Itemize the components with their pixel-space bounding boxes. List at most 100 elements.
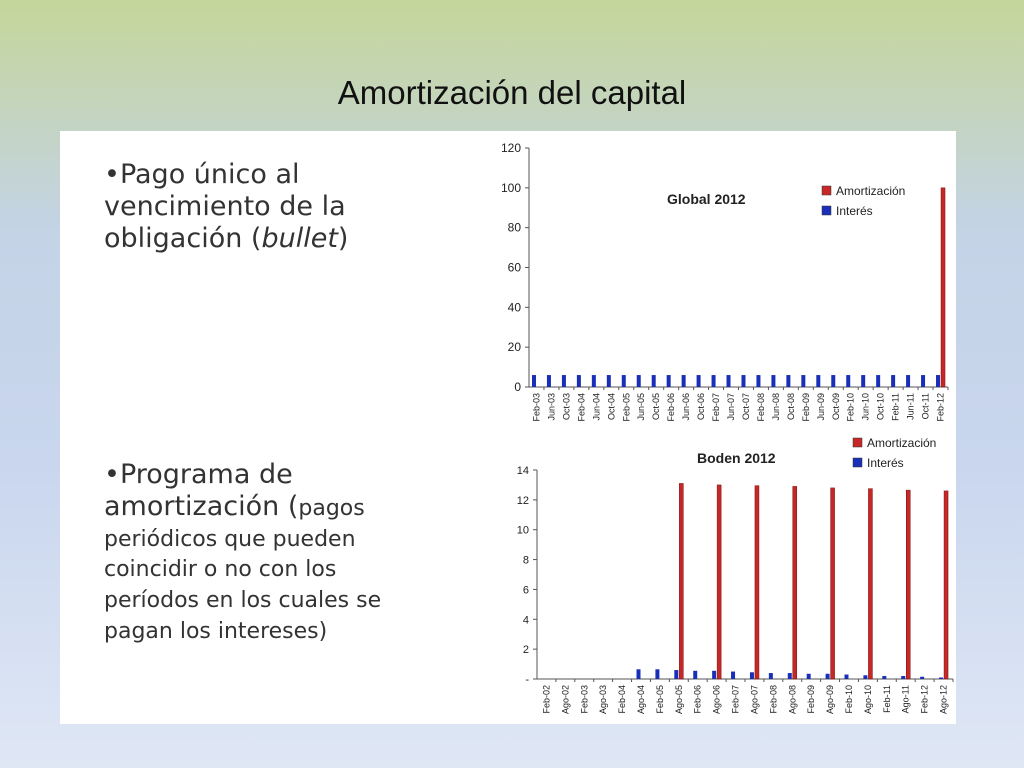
x-tick-label: Oct-07	[741, 393, 751, 420]
x-tick-label: Oct-11	[921, 393, 931, 419]
x-tick-label: Feb-09	[806, 685, 816, 714]
legend-swatch	[821, 185, 832, 196]
bar-interes	[531, 375, 536, 387]
bullet-line: pagan los intereses)	[104, 619, 328, 645]
x-tick-label: Feb-11	[891, 393, 901, 421]
bar-interes	[846, 375, 851, 387]
x-tick-label: Feb-07	[711, 393, 721, 422]
bar-interes	[771, 375, 776, 387]
x-tick-label: Ago-05	[674, 685, 684, 714]
bar-amortizacion	[716, 484, 722, 680]
x-tick-label: Oct-09	[831, 393, 841, 420]
x-tick-label: Feb-05	[621, 393, 631, 422]
bar-interes	[831, 375, 836, 387]
bar-interes	[939, 677, 944, 679]
bar-interes	[576, 375, 581, 387]
bullet-line: Programa de	[119, 459, 293, 490]
y-tick-label: 6	[523, 584, 529, 596]
x-tick-label: Ago-11	[901, 685, 911, 713]
x-tick-label: Ago-10	[863, 685, 873, 714]
bullet-line: pagos	[298, 495, 365, 521]
x-tick-label: Feb-03	[579, 685, 589, 714]
bar-amortizacion	[754, 485, 760, 680]
x-tick-label: Jun-11	[906, 393, 916, 420]
x-tick-label: Ago-07	[749, 685, 759, 714]
bar-interes	[666, 375, 671, 387]
bullet-line: vencimiento de la	[104, 190, 346, 222]
x-tick-label: Oct-10	[876, 393, 886, 420]
bar-amortizacion	[830, 487, 835, 680]
bar-interes	[756, 375, 761, 387]
legend-label: Interés	[836, 204, 873, 218]
bar-interes	[906, 375, 911, 387]
bar-interes	[844, 674, 849, 679]
x-tick-label: Jun-07	[726, 393, 736, 421]
bar-interes	[936, 375, 941, 387]
x-tick-label: Feb-02	[541, 685, 551, 714]
chart-global-2012: 0 20 40 60 80 100 120 Feb-03 Jun-03 Oct-03 Feb-04 J…	[501, 141, 949, 422]
y-tick-label: 4	[523, 614, 529, 626]
y-tick-label: 12	[517, 495, 529, 507]
x-tick-label: Feb-11	[882, 685, 892, 713]
x-tick-label: Oct-08	[786, 393, 796, 420]
x-tick-label: Oct-04	[606, 393, 616, 420]
bar-interes	[546, 375, 551, 387]
legend-swatch	[852, 457, 863, 468]
y-tick-label: 40	[508, 300, 522, 314]
bar-interes	[806, 673, 811, 679]
y-tick-label: 14	[517, 465, 529, 477]
bar-interes	[861, 375, 866, 387]
bar-interes	[882, 676, 887, 679]
bar-interes	[655, 669, 660, 679]
x-tick-label: Ago-03	[598, 685, 608, 714]
bullet-line: obligación (	[104, 222, 262, 254]
bullet-line: periódicos que pueden	[104, 526, 356, 552]
y-tick-label: -	[525, 674, 529, 686]
legend-swatch	[852, 437, 863, 448]
bar-interes	[891, 375, 896, 387]
x-tick-label: Jun-06	[681, 393, 691, 421]
bar-interes	[712, 670, 717, 679]
x-tick-label: Feb-12	[920, 685, 930, 714]
bar-interes	[711, 375, 716, 387]
x-tick-label: Feb-08	[756, 393, 766, 422]
bar-interes	[621, 375, 626, 387]
bar-interes	[801, 375, 806, 387]
x-tick-label: Feb-06	[666, 393, 676, 422]
legend-label: Amortización	[867, 436, 936, 450]
bar-amortizacion	[679, 483, 684, 680]
y-tick-label: 60	[508, 261, 522, 275]
x-tick-label: Feb-10	[844, 685, 854, 714]
bar-interes	[591, 375, 596, 387]
bar-interes	[825, 673, 830, 679]
y-tick-label: 80	[508, 221, 522, 235]
x-tick-label: Jun-04	[591, 393, 601, 421]
bar-interes	[731, 671, 736, 679]
x-tick-label: Feb-08	[768, 685, 778, 714]
bar-amortizacion	[905, 489, 911, 680]
bullet-emphasis: bullet	[261, 222, 338, 254]
bullet-bullet-payment: •Pago único al vencimiento de la obligac…	[104, 159, 484, 255]
x-tick-label: Feb-04	[576, 393, 586, 422]
bar-interes	[749, 672, 754, 679]
bullet-line: coincidir o no con los	[104, 557, 337, 583]
x-tick-label: Feb-12	[936, 393, 946, 422]
bar-amortizacion	[943, 490, 949, 680]
bullet-marker: •	[104, 459, 120, 490]
x-tick-label: Jun-09	[816, 393, 826, 421]
bullet-marker: •	[104, 159, 120, 190]
bar-interes	[696, 375, 701, 387]
bar-amortizacion	[868, 488, 873, 680]
x-tick-label: Oct-06	[696, 393, 706, 420]
x-tick-label: Jun-05	[636, 393, 646, 421]
x-tick-label: Feb-10	[846, 393, 856, 422]
bar-interes	[816, 375, 821, 387]
y-tick-label: 100	[501, 181, 521, 195]
x-tick-label: Feb-06	[693, 685, 703, 714]
bar-interes	[681, 375, 686, 387]
bar-amortizacion	[940, 187, 946, 388]
x-tick-label: Ago-12	[939, 685, 949, 714]
bar-interes	[636, 375, 641, 387]
x-tick-label: Ago-08	[787, 685, 797, 714]
x-tick-label: Ago-04	[636, 685, 646, 714]
